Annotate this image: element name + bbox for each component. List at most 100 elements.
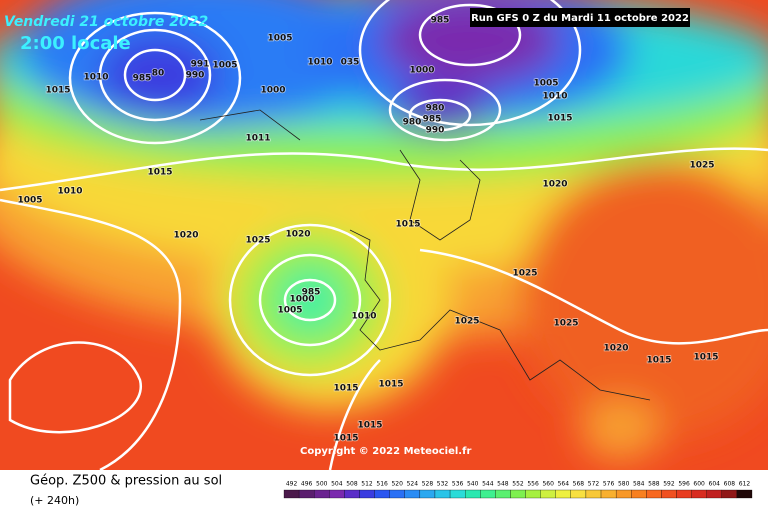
scale-label: 584 xyxy=(633,481,645,488)
copyright: Copyright © 2022 Meteociel.fr xyxy=(300,446,471,457)
scale-swatch xyxy=(570,489,587,499)
isobar-label: 1015 xyxy=(147,168,172,178)
isobar-label: 1005 xyxy=(17,196,42,206)
isobar-label: 985 xyxy=(302,288,321,298)
scale-label: 576 xyxy=(603,481,615,488)
isobar-label: 1010 xyxy=(542,92,567,102)
isobar-label: 1010 xyxy=(307,58,332,68)
scale-label: 608 xyxy=(724,481,736,488)
scale-swatch xyxy=(510,489,526,499)
isobar-label: 1000 xyxy=(409,66,434,76)
isobar-label: 985 xyxy=(423,115,442,125)
scale-label: 536 xyxy=(452,481,464,488)
scale-label: 516 xyxy=(376,481,388,488)
scale-swatch xyxy=(449,489,466,499)
scale-swatch xyxy=(359,489,375,499)
isobar-label: 1010 xyxy=(57,187,82,197)
isobar-label: 035 xyxy=(341,58,360,68)
isobar-label: 1015 xyxy=(693,353,718,363)
isobar-label: 1015 xyxy=(333,384,358,394)
isobar-label: 1015 xyxy=(333,434,358,444)
isobar-label: 1020 xyxy=(603,344,628,354)
isobar-label: 1000 xyxy=(260,86,285,96)
scale-label: 612 xyxy=(739,481,751,488)
isobar-label: 1015 xyxy=(378,380,403,390)
scale-label: 604 xyxy=(709,481,721,488)
isobar-label: 1015 xyxy=(547,114,572,124)
isobar-label: 1025 xyxy=(512,269,537,279)
isobar-label: 1015 xyxy=(45,86,70,96)
scale-label: 596 xyxy=(678,481,690,488)
isobar-label: 1000 xyxy=(289,295,314,305)
scale-swatch xyxy=(691,489,707,499)
scale-label: 520 xyxy=(391,481,403,488)
scale-swatch xyxy=(329,489,345,499)
scale-swatch xyxy=(314,489,330,499)
scale-label: 512 xyxy=(361,481,373,488)
scale-label: 492 xyxy=(286,481,298,488)
isobar-label: 985 xyxy=(133,74,152,84)
run-info: Run GFS 0 Z du Mardi 11 octobre 2022 xyxy=(471,13,689,24)
scale-swatch xyxy=(434,489,451,499)
isobar-label: 990 xyxy=(426,126,445,136)
scale-swatch xyxy=(374,489,390,499)
scale-label: 524 xyxy=(407,481,419,488)
isobar-label: 80 xyxy=(152,69,165,79)
scale-label: 564 xyxy=(558,481,570,488)
scale-label: 504 xyxy=(331,481,343,488)
isobar-label: 1020 xyxy=(542,180,567,190)
isobar-label: 1005 xyxy=(267,34,292,44)
scale-swatch xyxy=(676,489,692,499)
scale-label: 528 xyxy=(422,481,434,488)
scale-label: 552 xyxy=(512,481,524,488)
isobar-label: 985 xyxy=(431,16,450,26)
scale-swatch xyxy=(404,489,421,499)
isobar-label: 1015 xyxy=(357,421,382,431)
scale-label: 572 xyxy=(588,481,600,488)
scale-label: 544 xyxy=(482,481,494,488)
isobar-label: 1011 xyxy=(245,134,270,144)
isobar-label: 1015 xyxy=(646,356,671,366)
scale-label: 496 xyxy=(301,481,313,488)
isobar-label: 990 xyxy=(186,71,205,81)
isobar-label: 1005 xyxy=(533,79,558,89)
scale-label: 548 xyxy=(497,481,509,488)
isobar-label: 1025 xyxy=(689,161,714,171)
isobar-label: 1025 xyxy=(245,236,270,246)
scale-label: 556 xyxy=(527,481,539,488)
scale-swatch xyxy=(480,489,496,499)
isobar-label: 991 xyxy=(191,60,210,70)
scale-swatch xyxy=(465,489,481,499)
scale-label: 588 xyxy=(648,481,660,488)
scale-label: 508 xyxy=(346,481,358,488)
color-scale: 492 496 500 504 508 512 516 520 524 528 532 536 540 5… xyxy=(283,481,753,499)
scale-swatch xyxy=(495,489,511,499)
scale-swatch xyxy=(525,489,541,499)
scale-swatch xyxy=(600,489,617,499)
isobar-label: 1020 xyxy=(285,230,310,240)
scale-swatch xyxy=(721,489,738,499)
scale-swatch xyxy=(661,489,677,499)
scale-swatch xyxy=(298,489,315,499)
scale-swatch xyxy=(540,489,556,499)
scale-swatch xyxy=(646,489,662,499)
map-field xyxy=(0,0,768,472)
scale-swatch xyxy=(706,489,722,499)
forecast-date: Vendredi 21 octobre 2022 xyxy=(4,14,208,30)
scale-swatch xyxy=(283,489,300,499)
scale-label: 532 xyxy=(437,481,449,488)
scale-label: 580 xyxy=(618,481,630,488)
scale-swatch xyxy=(585,489,602,499)
scale-swatch xyxy=(419,489,436,499)
isobar-label: 1005 xyxy=(277,306,302,316)
isobar-label: 1020 xyxy=(173,231,198,241)
isobar-label: 1025 xyxy=(553,319,578,329)
scale-swatch xyxy=(555,489,571,499)
isobar-label: 1005 xyxy=(212,61,237,71)
scale-label: 540 xyxy=(467,481,479,488)
isobar-label: 1025 xyxy=(454,317,479,327)
scale-swatch xyxy=(631,489,647,499)
isobar-label: 1010 xyxy=(351,312,376,322)
